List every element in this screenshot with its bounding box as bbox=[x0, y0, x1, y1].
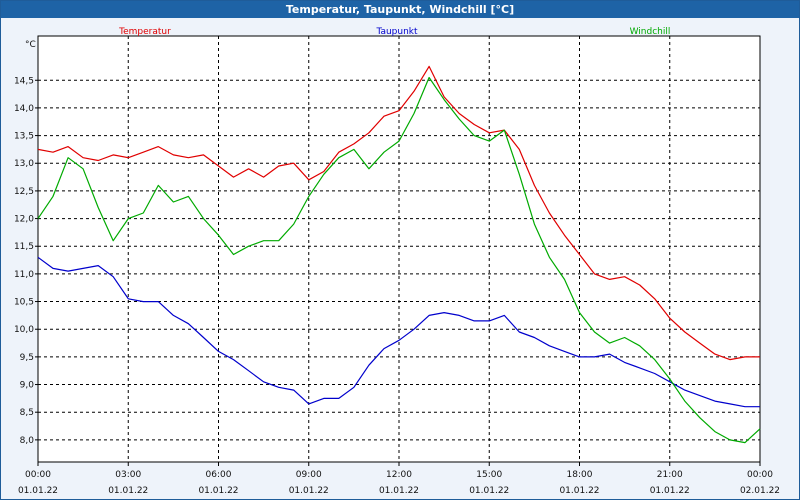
y-tick-label: 9,0 bbox=[20, 381, 35, 391]
x-tick-date-label: 01.01.22 bbox=[108, 486, 148, 496]
x-tick-date-label: 01.01.22 bbox=[379, 486, 419, 496]
y-tick-label: 8,5 bbox=[20, 408, 34, 418]
y-axis-unit-label: °C bbox=[25, 40, 36, 50]
x-tick-time-label: 09:00 bbox=[296, 470, 322, 480]
x-tick-time-label: 15:00 bbox=[476, 470, 502, 480]
y-tick-label: 11,0 bbox=[14, 270, 34, 280]
y-tick-label: 10,0 bbox=[14, 325, 34, 335]
x-tick-date-label: 01.01.22 bbox=[559, 486, 599, 496]
y-tick-label: 12,0 bbox=[14, 215, 34, 225]
x-tick-date-label: 01.01.22 bbox=[198, 486, 238, 496]
y-tick-label: 14,0 bbox=[14, 104, 34, 114]
x-tick-time-label: 06:00 bbox=[206, 470, 232, 480]
y-tick-label: 11,5 bbox=[14, 242, 34, 252]
grid-lines bbox=[38, 36, 760, 462]
y-tick-label: 9,5 bbox=[20, 353, 34, 363]
x-tick-date-label: 01.01.22 bbox=[18, 486, 58, 496]
x-tick-date-label: 02.01.22 bbox=[740, 486, 780, 496]
x-tick-time-label: 00:00 bbox=[747, 470, 773, 480]
x-tick-time-label: 03:00 bbox=[115, 470, 141, 480]
series-line-temperatur bbox=[37, 65, 760, 361]
series-line-windchill bbox=[37, 76, 761, 444]
x-tick-time-label: 18:00 bbox=[567, 470, 593, 480]
window-title: Temperatur, Taupunkt, Windchill [°C] bbox=[1, 1, 799, 18]
x-tick-time-label: 12:00 bbox=[386, 470, 412, 480]
x-tick-date-label: 01.01.22 bbox=[469, 486, 509, 496]
legend: Temperatur Taupunkt Windchill bbox=[118, 27, 670, 37]
x-tick-time-label: 00:00 bbox=[25, 470, 51, 480]
y-axis-ticks: 8,0 8,5 9,0 9,5 10,0 10,5 11,0 11,5 12,0 12,5 13,0… bbox=[14, 76, 38, 446]
series-lines bbox=[37, 65, 761, 444]
x-axis-ticks: 00:00 01.01.22 03:00 01.01.22 06:00 01.01.22 0… bbox=[18, 462, 780, 496]
y-tick-label: 8,0 bbox=[20, 436, 35, 446]
y-tick-label: 12,5 bbox=[14, 187, 34, 197]
x-tick-date-label: 01.01.22 bbox=[289, 486, 329, 496]
y-tick-label: 13,0 bbox=[14, 159, 34, 169]
y-tick-label: 10,5 bbox=[14, 298, 34, 308]
series-line-taupunkt bbox=[37, 256, 760, 408]
legend-item-temperatur: Temperatur bbox=[118, 27, 171, 37]
y-tick-label: 13,5 bbox=[14, 132, 34, 142]
x-tick-date-label: 01.01.22 bbox=[650, 486, 690, 496]
y-tick-label: 14,5 bbox=[14, 76, 34, 86]
x-tick-time-label: 21:00 bbox=[657, 470, 683, 480]
legend-item-taupunkt: Taupunkt bbox=[375, 27, 418, 37]
legend-item-windchill: Windchill bbox=[630, 27, 671, 37]
